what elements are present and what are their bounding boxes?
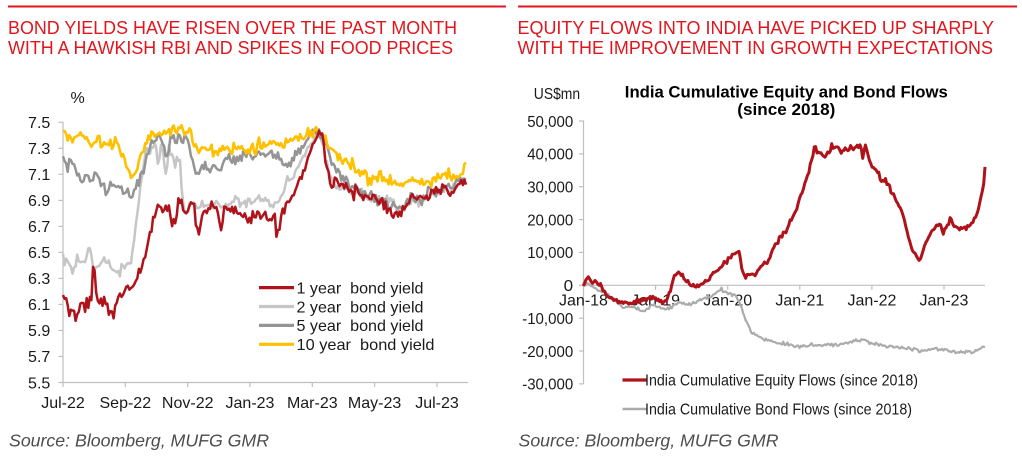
svg-text:Source: Bloomberg, MUFG GMR: Source: Bloomberg, MUFG GMR (9, 431, 269, 451)
svg-text:May-23: May-23 (348, 395, 401, 412)
svg-text:-20,000: -20,000 (522, 344, 573, 361)
svg-text:Sep-22: Sep-22 (100, 395, 152, 412)
svg-text:Source: Bloomberg, MUFG GMR: Source: Bloomberg, MUFG GMR (519, 431, 779, 451)
svg-text:20,000: 20,000 (527, 212, 573, 229)
svg-text:Jan-21: Jan-21 (775, 293, 824, 310)
svg-text:WITH A HAWKISH RBI AND SPIKES: WITH A HAWKISH RBI AND SPIKES IN FOOD PR… (8, 38, 453, 58)
svg-text:India Cumulative Equity and Bo: India Cumulative Equity and Bond Flows (625, 83, 948, 102)
svg-text:6.3: 6.3 (28, 271, 50, 288)
svg-text:2 year bond yield: 2 year bond yield (297, 299, 424, 316)
svg-text:40,000: 40,000 (527, 147, 573, 164)
svg-text:5.7: 5.7 (28, 349, 50, 366)
svg-text:WITH THE IMPROVEMENT IN GROWTH: WITH THE IMPROVEMENT IN GROWTH EXPECTATI… (518, 38, 994, 58)
svg-text:30,000: 30,000 (527, 179, 573, 196)
svg-text:1 year bond yield: 1 year bond yield (297, 280, 424, 297)
svg-text:50,000: 50,000 (527, 114, 573, 131)
svg-text:India Cumulative Equity Flows: India Cumulative Equity Flows (since 201… (645, 373, 918, 390)
svg-text:5 year bond yield: 5 year bond yield (297, 318, 424, 335)
svg-text:US$mn: US$mn (534, 86, 580, 103)
svg-text:7.3: 7.3 (28, 141, 50, 158)
svg-text:5.9: 5.9 (28, 323, 50, 340)
svg-text:Jan-23: Jan-23 (226, 395, 275, 412)
svg-text:7.5: 7.5 (28, 115, 50, 132)
svg-text:BOND YIELDS HAVE RISEN OVER TH: BOND YIELDS HAVE RISEN OVER THE PAST MON… (8, 18, 457, 38)
svg-text:Jul-23: Jul-23 (415, 395, 459, 412)
svg-text:-30,000: -30,000 (522, 377, 573, 394)
svg-text:Jan-22: Jan-22 (847, 293, 896, 310)
svg-text:5.5: 5.5 (28, 375, 50, 392)
svg-text:10,000: 10,000 (527, 245, 573, 262)
svg-text:India Cumulative Bond Flows (s: India Cumulative Bond Flows (since 2018) (645, 402, 912, 419)
svg-text:6.1: 6.1 (28, 297, 50, 314)
svg-text:6.5: 6.5 (28, 245, 50, 262)
svg-text:6.9: 6.9 (28, 193, 50, 210)
svg-text:7.1: 7.1 (28, 167, 50, 184)
svg-text:0: 0 (564, 278, 574, 295)
svg-text:EQUITY FLOWS INTO INDIA HAVE P: EQUITY FLOWS INTO INDIA HAVE PICKED UP S… (518, 18, 995, 38)
svg-text:Jan-23: Jan-23 (920, 293, 969, 310)
svg-text:Mar-23: Mar-23 (287, 395, 338, 412)
svg-text:Jan-18: Jan-18 (559, 293, 608, 310)
svg-text:6.7: 6.7 (28, 219, 50, 236)
svg-text:(since 2018): (since 2018) (737, 100, 835, 119)
svg-text:%: % (71, 90, 85, 107)
svg-text:-10,000: -10,000 (522, 311, 573, 328)
svg-text:10 year bond yield: 10 year bond yield (297, 337, 435, 354)
svg-text:Jul-22: Jul-22 (41, 395, 85, 412)
svg-text:Nov-22: Nov-22 (162, 395, 214, 412)
